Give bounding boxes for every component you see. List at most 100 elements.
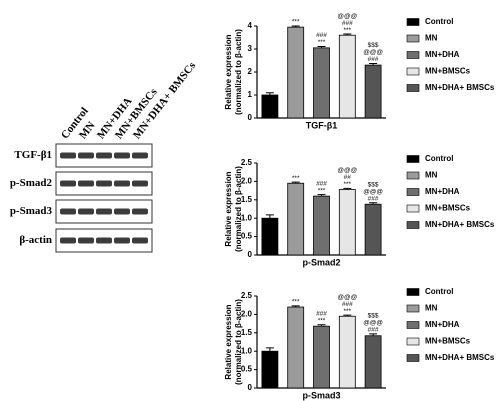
error-bar (369, 333, 378, 336)
significance-label: *** (292, 19, 300, 26)
significance-label: @@@ (337, 294, 357, 301)
legend-label: MN+BMSCs (425, 337, 471, 346)
bar (261, 350, 279, 389)
blot-band (114, 208, 130, 215)
significance-label: @@@ (337, 13, 357, 20)
error-bar (317, 324, 326, 327)
y-axis-label: (normalized to β-actin) (234, 166, 243, 252)
legend-swatch (406, 288, 420, 296)
y-tick-label: 1 (248, 90, 253, 99)
legend-label: MN (425, 171, 438, 180)
blot-panel (55, 143, 153, 253)
significance-label: ### (316, 32, 327, 39)
legend-swatch (406, 204, 420, 213)
significance-label: $$$ (368, 181, 379, 188)
legend-swatch (406, 221, 420, 229)
y-tick-label: 0.5 (241, 365, 253, 374)
legend-label: MN+BMSCs (425, 67, 471, 76)
significance-label: ### (368, 56, 379, 63)
bar (287, 26, 305, 119)
significance-label: *** (344, 181, 352, 188)
y-tick-label: 2.5 (241, 158, 253, 167)
bar (287, 182, 305, 256)
y-tick-label: 1.0 (241, 346, 253, 355)
blot-band (78, 180, 94, 187)
bar (364, 335, 382, 389)
blot-band (60, 237, 76, 244)
blot-band (114, 237, 130, 244)
x-axis-label: TGF-β1 (306, 120, 338, 130)
significance-label: @@@ (363, 320, 383, 327)
significance-label: *** (344, 27, 352, 34)
y-tick-label: 1.5 (241, 195, 253, 204)
legend-label: MN+DHA+ BMSCs (425, 353, 495, 362)
error-bar (343, 187, 352, 190)
significance-label: @@@ (363, 49, 383, 56)
bar (313, 325, 330, 389)
legend-swatch (406, 18, 420, 26)
legend-label: MN+BMSCs (425, 204, 471, 213)
legend-label: Control (425, 154, 453, 163)
legend-swatch (406, 354, 420, 362)
blot-band (114, 152, 130, 159)
blot-band (60, 208, 76, 215)
blot-band (78, 152, 94, 159)
bar (338, 189, 356, 256)
protein-label: β-actin (19, 234, 52, 246)
bar (261, 217, 279, 256)
y-tick-label: 2.0 (241, 310, 253, 319)
legend-label: MN+DHA (425, 320, 460, 329)
y-tick-label: 0.5 (241, 232, 253, 241)
bar (287, 306, 305, 389)
error-bar (343, 314, 352, 317)
y-tick-label: 0 (248, 383, 253, 392)
bar (338, 315, 356, 389)
blot-band (114, 180, 130, 187)
significance-label: @@@ (337, 167, 357, 174)
error-bar (291, 25, 300, 28)
bar (313, 47, 330, 119)
legend-label: MN+DHA+ BMSCs (425, 220, 495, 229)
blot-band (132, 237, 148, 244)
legend-label: MN+DHA (425, 50, 460, 59)
legend-swatch (406, 337, 420, 346)
significance-label: ## (344, 174, 352, 181)
y-tick-label: 0 (248, 113, 253, 122)
significance-label: $$$ (368, 313, 379, 320)
error-bar (369, 202, 378, 205)
y-tick-label: 2 (248, 67, 253, 76)
significance-label: *** (292, 175, 300, 182)
blot-band (132, 208, 148, 215)
significance-label: $$$ (368, 42, 379, 49)
y-axis-label: Relative expression (224, 171, 233, 246)
legend-swatch (406, 34, 420, 43)
significance-label: ### (316, 310, 327, 317)
y-tick-label: 1.0 (241, 213, 253, 222)
significance-label: *** (344, 308, 352, 315)
blot-band (78, 208, 94, 215)
y-tick-label: 2.5 (241, 291, 253, 300)
legend-swatch (406, 67, 420, 76)
y-tick-label: 4 (248, 21, 253, 30)
significance-label: *** (292, 299, 300, 306)
legend-label: MN (425, 34, 438, 43)
significance-label: ### (342, 301, 353, 308)
x-axis-label: p-Smad2 (302, 257, 340, 267)
error-bar (291, 181, 300, 184)
y-tick-label: 2.0 (241, 177, 253, 186)
y-tick-label: 1.5 (241, 328, 253, 337)
bar (313, 195, 330, 256)
significance-label: *** (318, 317, 326, 324)
bar (364, 203, 382, 256)
legend-swatch (406, 51, 420, 59)
significance-label: @@@ (363, 188, 383, 195)
significance-label: ### (316, 180, 327, 187)
protein-label: p-Smad3 (10, 205, 53, 217)
blot-band (96, 180, 112, 187)
bar (364, 64, 382, 119)
legend-label: Control (425, 287, 453, 296)
error-bar (317, 45, 326, 48)
blot-band (78, 237, 94, 244)
blot-band (96, 152, 112, 159)
